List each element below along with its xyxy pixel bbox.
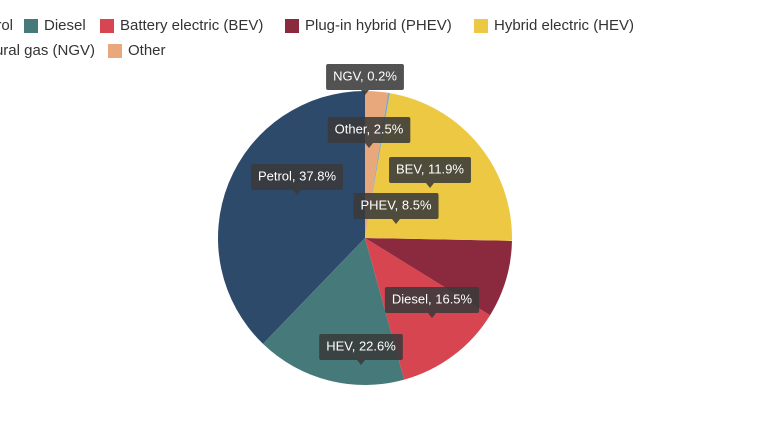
data-label: BEV, 11.9%: [389, 157, 471, 188]
data-label: Diesel, 16.5%: [384, 287, 480, 318]
pie-slice: [217, 91, 365, 344]
data-label-text: HEV, 22.6%: [326, 338, 396, 353]
legend-label: Hybrid electric (HEV): [494, 17, 634, 34]
label-box: [250, 164, 344, 190]
legend-label: Plug-in hybrid (PHEV): [305, 17, 452, 34]
data-label-text: Other, 2.5%: [335, 121, 404, 136]
data-label: Petrol, 37.8%: [250, 164, 344, 195]
legend-swatch: [108, 44, 122, 58]
label-pointer: [365, 143, 373, 148]
legend-swatch: [24, 19, 38, 33]
label-box: [319, 334, 403, 360]
label-pointer: [293, 190, 301, 195]
legend-label: Petrol: [0, 17, 13, 34]
label-pointer: [426, 183, 434, 188]
data-label-text: NGV, 0.2%: [333, 68, 397, 83]
legend-item: Other: [108, 42, 166, 59]
legend-item: Diesel: [24, 17, 86, 34]
data-label: HEV, 22.6%: [319, 334, 403, 365]
data-label: Other, 2.5%: [327, 117, 411, 148]
data-label-text: PHEV, 8.5%: [360, 197, 432, 212]
legend-label: Other: [128, 42, 166, 59]
label-pointer: [428, 313, 436, 318]
label-box: [327, 117, 411, 143]
data-label-text: Petrol, 37.8%: [258, 168, 336, 183]
label-box: [353, 193, 439, 219]
legend-item: Hybrid electric (HEV): [474, 17, 634, 34]
data-label-text: Diesel, 16.5%: [392, 291, 473, 306]
data-label: NGV, 0.2%: [326, 64, 404, 95]
label-box: [389, 157, 471, 183]
legend-label: Diesel: [44, 17, 86, 34]
legend-label: Battery electric (BEV): [120, 17, 263, 34]
legend-swatch: [474, 19, 488, 33]
label-box: [384, 287, 480, 313]
legend-item: Natural gas (NGV): [0, 42, 95, 59]
legend-item: Battery electric (BEV): [100, 17, 263, 34]
data-label-text: BEV, 11.9%: [396, 161, 464, 176]
legend-item: Plug-in hybrid (PHEV): [285, 17, 452, 34]
label-box: [326, 64, 404, 90]
label-pointer: [357, 360, 365, 365]
legend-swatch: [285, 19, 299, 33]
data-label: PHEV, 8.5%: [353, 193, 439, 224]
label-pointer: [361, 90, 369, 95]
legend-label: Natural gas (NGV): [0, 42, 95, 59]
legend-swatch: [100, 19, 114, 33]
label-pointer: [392, 219, 400, 224]
legend-item: Petrol: [0, 17, 13, 34]
